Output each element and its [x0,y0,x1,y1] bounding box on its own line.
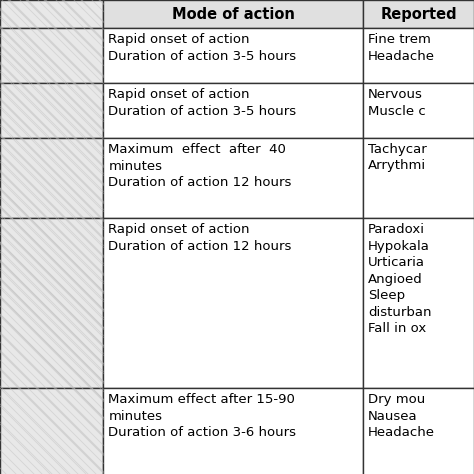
Bar [103,0,363,28]
Text: Tachycar
Arrythmi: Tachycar Arrythmi [368,143,427,173]
Text: ResearchGate: ResearchGate [418,17,474,59]
Bar [103,218,363,388]
Text: ResearchGate: ResearchGate [156,264,220,307]
Text: Rapid onset of action
Duration of action 12 hours: Rapid onset of action Duration of action… [109,223,292,253]
Text: ResearchGate: ResearchGate [25,182,89,224]
Text: Fine trem
Headache: Fine trem Headache [368,33,435,63]
Bar [363,0,474,28]
Text: ResearchGate: ResearchGate [287,17,351,59]
Bar [103,28,363,83]
Text: ResearchGate: ResearchGate [25,17,89,59]
Bar [0,218,103,388]
Bar [0,83,103,138]
Text: ResearchGate: ResearchGate [156,17,220,59]
Text: Dry mou
Nausea
Headache: Dry mou Nausea Headache [368,393,435,439]
Text: ResearchGate: ResearchGate [418,346,474,389]
Text: ResearchGate: ResearchGate [287,346,351,389]
Text: Reported: Reported [380,7,457,21]
Text: ResearchGate: ResearchGate [418,182,474,224]
Text: ResearchGate: ResearchGate [25,99,89,142]
Bar [363,388,474,474]
Text: ResearchGate: ResearchGate [25,346,89,389]
Text: ResearchGate: ResearchGate [418,264,474,307]
Text: ResearchGate: ResearchGate [156,429,220,472]
Bar [103,83,363,138]
Text: ResearchGate: ResearchGate [156,99,220,142]
Bar [363,138,474,218]
Text: Nervous
Muscle c: Nervous Muscle c [368,88,426,118]
Bar [103,388,363,474]
Text: ResearchGate: ResearchGate [287,182,351,224]
Text: Maximum effect after 15-90
minutes
Duration of action 3-6 hours: Maximum effect after 15-90 minutes Durat… [109,393,296,439]
Text: Rapid onset of action
Duration of action 3-5 hours: Rapid onset of action Duration of action… [109,88,296,118]
Bar [0,0,103,28]
Text: ResearchGate: ResearchGate [418,429,474,472]
Bar [363,28,474,83]
Bar [363,83,474,138]
Bar [0,388,103,474]
Text: ResearchGate: ResearchGate [156,182,220,224]
Text: ResearchGate: ResearchGate [25,264,89,307]
Text: ResearchGate: ResearchGate [287,99,351,142]
Text: Paradoxi
Hypokala
Urticaria
Angioed
Sleep
disturban
Fall in ox: Paradoxi Hypokala Urticaria Angioed Slee… [368,223,432,335]
Text: ResearchGate: ResearchGate [287,264,351,307]
Bar [0,138,103,218]
Text: ResearchGate: ResearchGate [156,346,220,389]
Text: ResearchGate: ResearchGate [287,429,351,472]
Text: Mode of action: Mode of action [172,7,295,21]
Text: ResearchGate: ResearchGate [418,99,474,142]
Bar [0,28,103,83]
Bar [103,138,363,218]
Bar [363,218,474,388]
Text: ResearchGate: ResearchGate [25,429,89,472]
Text: Rapid onset of action
Duration of action 3-5 hours: Rapid onset of action Duration of action… [109,33,296,63]
Text: Maximum  effect  after  40
minutes
Duration of action 12 hours: Maximum effect after 40 minutes Duration… [109,143,292,189]
